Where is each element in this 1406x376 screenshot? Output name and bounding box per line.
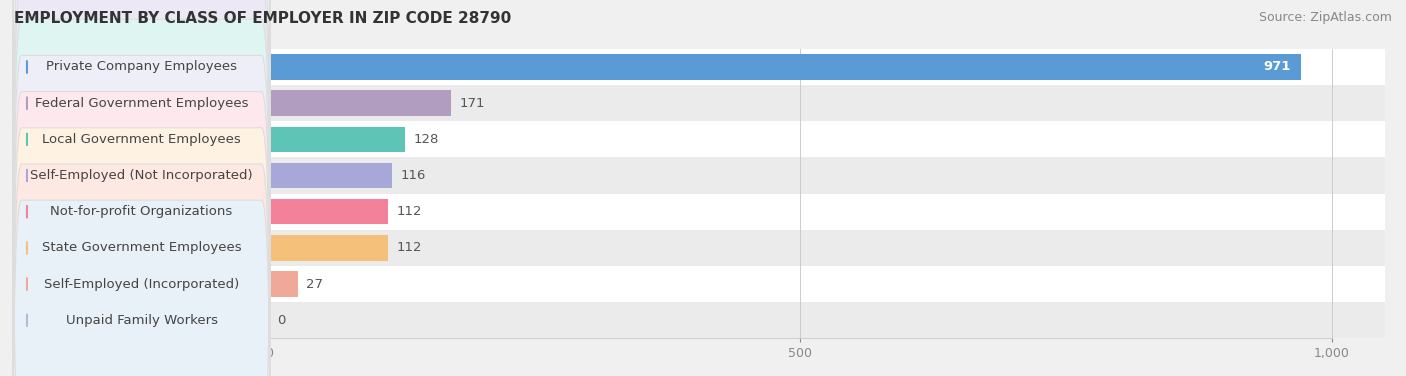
Bar <box>14 121 1385 158</box>
Text: Federal Government Employees: Federal Government Employees <box>35 97 249 110</box>
Bar <box>269 163 392 188</box>
Text: Not-for-profit Organizations: Not-for-profit Organizations <box>51 205 233 218</box>
Text: 116: 116 <box>401 169 426 182</box>
Text: EMPLOYMENT BY CLASS OF EMPLOYER IN ZIP CODE 28790: EMPLOYMENT BY CLASS OF EMPLOYER IN ZIP C… <box>14 11 512 26</box>
FancyBboxPatch shape <box>13 0 270 273</box>
Text: Unpaid Family Workers: Unpaid Family Workers <box>66 314 218 327</box>
Text: Private Company Employees: Private Company Employees <box>46 61 238 73</box>
Text: 27: 27 <box>307 277 323 291</box>
Text: 112: 112 <box>396 205 422 218</box>
Text: Source: ZipAtlas.com: Source: ZipAtlas.com <box>1258 11 1392 24</box>
FancyBboxPatch shape <box>13 42 270 376</box>
Bar <box>269 235 388 261</box>
Bar <box>14 194 1385 230</box>
FancyBboxPatch shape <box>13 151 270 376</box>
FancyBboxPatch shape <box>13 6 270 345</box>
Bar <box>269 199 388 224</box>
Text: State Government Employees: State Government Employees <box>42 241 242 255</box>
Bar <box>269 91 451 116</box>
Bar <box>14 302 1385 338</box>
FancyBboxPatch shape <box>13 0 270 237</box>
Bar <box>14 85 1385 121</box>
Bar <box>269 127 405 152</box>
Text: Local Government Employees: Local Government Employees <box>42 133 240 146</box>
Bar <box>14 230 1385 266</box>
Text: Self-Employed (Incorporated): Self-Employed (Incorporated) <box>44 277 239 291</box>
Text: 971: 971 <box>1263 61 1291 73</box>
Text: 0: 0 <box>277 314 285 327</box>
FancyBboxPatch shape <box>13 0 270 309</box>
Bar <box>269 271 298 297</box>
Bar <box>14 158 1385 194</box>
FancyBboxPatch shape <box>13 79 270 376</box>
Bar <box>269 54 1301 80</box>
Text: 112: 112 <box>396 241 422 255</box>
Bar <box>14 266 1385 302</box>
Bar <box>14 49 1385 85</box>
Text: Self-Employed (Not Incorporated): Self-Employed (Not Incorporated) <box>31 169 253 182</box>
Text: 128: 128 <box>413 133 439 146</box>
FancyBboxPatch shape <box>13 115 270 376</box>
Text: 171: 171 <box>460 97 485 110</box>
